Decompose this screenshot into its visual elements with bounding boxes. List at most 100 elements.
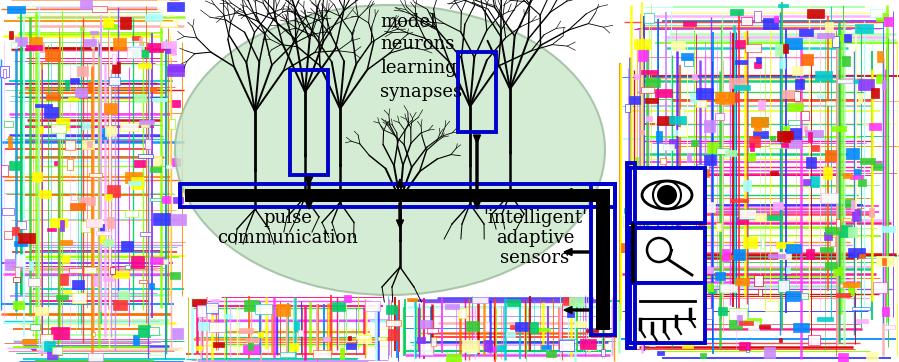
Bar bbox=[846, 148, 859, 159]
Bar bbox=[244, 345, 259, 354]
Bar bbox=[801, 54, 813, 65]
Bar bbox=[678, 127, 686, 136]
Bar bbox=[690, 250, 702, 254]
Bar bbox=[838, 353, 848, 362]
Text: neurons: neurons bbox=[380, 35, 454, 53]
Bar bbox=[811, 144, 819, 151]
Bar bbox=[698, 222, 705, 232]
Bar bbox=[821, 247, 833, 252]
Bar bbox=[859, 93, 861, 102]
Bar bbox=[722, 249, 729, 261]
Bar bbox=[666, 233, 671, 244]
Bar bbox=[120, 17, 131, 29]
Bar bbox=[120, 122, 138, 131]
FancyArrow shape bbox=[474, 138, 480, 209]
Bar bbox=[794, 90, 800, 101]
Bar bbox=[807, 335, 820, 345]
Bar bbox=[779, 338, 782, 342]
Bar bbox=[1, 165, 8, 176]
Bar bbox=[358, 334, 371, 343]
Bar bbox=[173, 151, 182, 155]
Bar bbox=[567, 312, 574, 317]
Bar bbox=[147, 43, 163, 52]
Bar bbox=[647, 184, 654, 188]
Bar bbox=[729, 308, 746, 320]
Bar bbox=[669, 117, 686, 124]
Bar bbox=[378, 337, 386, 340]
Bar bbox=[801, 292, 808, 299]
Bar bbox=[755, 213, 766, 221]
Bar bbox=[140, 232, 151, 236]
Bar bbox=[816, 33, 834, 38]
Bar bbox=[530, 322, 539, 333]
Bar bbox=[153, 156, 161, 164]
Bar bbox=[659, 176, 674, 186]
Bar bbox=[290, 70, 328, 175]
Bar bbox=[731, 199, 748, 202]
Bar bbox=[51, 327, 69, 339]
Bar bbox=[832, 35, 839, 47]
Bar bbox=[134, 94, 147, 102]
Bar bbox=[107, 185, 120, 197]
Bar bbox=[821, 193, 838, 203]
Bar bbox=[840, 226, 851, 237]
Bar bbox=[15, 37, 27, 46]
Bar bbox=[637, 261, 642, 272]
Bar bbox=[760, 325, 770, 328]
Bar bbox=[657, 351, 664, 355]
Bar bbox=[558, 340, 574, 351]
Bar bbox=[825, 150, 836, 161]
Circle shape bbox=[657, 185, 677, 205]
Bar bbox=[185, 295, 400, 362]
Bar bbox=[876, 74, 882, 84]
Bar bbox=[150, 87, 156, 91]
FancyArrow shape bbox=[564, 189, 589, 195]
Bar bbox=[80, 0, 92, 9]
Bar bbox=[805, 130, 823, 137]
Bar bbox=[843, 218, 851, 221]
Bar bbox=[716, 113, 724, 119]
Bar bbox=[388, 329, 396, 340]
Text: pulse: pulse bbox=[263, 209, 313, 227]
Bar bbox=[645, 304, 654, 313]
Bar bbox=[688, 251, 705, 262]
Bar bbox=[209, 323, 225, 332]
Bar bbox=[191, 299, 207, 306]
Bar bbox=[866, 352, 878, 360]
Bar bbox=[68, 268, 82, 273]
Bar bbox=[28, 278, 40, 286]
Bar bbox=[120, 241, 133, 251]
Bar bbox=[795, 79, 805, 89]
Bar bbox=[90, 31, 98, 34]
Bar bbox=[345, 344, 356, 349]
Bar bbox=[79, 197, 95, 205]
Bar bbox=[670, 139, 676, 148]
Bar bbox=[708, 290, 717, 293]
Bar bbox=[649, 335, 655, 346]
Bar bbox=[623, 216, 635, 227]
Bar bbox=[244, 300, 259, 311]
Bar bbox=[645, 116, 652, 121]
Bar bbox=[744, 318, 761, 323]
Bar bbox=[790, 128, 802, 139]
Bar bbox=[869, 209, 874, 217]
Bar bbox=[7, 6, 25, 13]
Bar bbox=[858, 179, 866, 186]
Bar bbox=[798, 29, 814, 36]
Bar bbox=[882, 258, 886, 265]
Bar bbox=[675, 130, 683, 135]
Bar bbox=[280, 353, 295, 357]
Bar bbox=[630, 228, 705, 283]
Bar bbox=[728, 93, 738, 102]
Bar bbox=[670, 179, 687, 184]
Bar bbox=[170, 272, 180, 279]
Bar bbox=[751, 117, 768, 126]
Bar bbox=[835, 219, 840, 231]
Bar bbox=[126, 172, 141, 184]
Bar bbox=[461, 348, 476, 351]
Bar bbox=[4, 69, 6, 78]
Bar bbox=[125, 210, 138, 217]
Bar bbox=[770, 136, 775, 140]
Bar bbox=[139, 280, 147, 283]
Bar bbox=[631, 223, 635, 283]
